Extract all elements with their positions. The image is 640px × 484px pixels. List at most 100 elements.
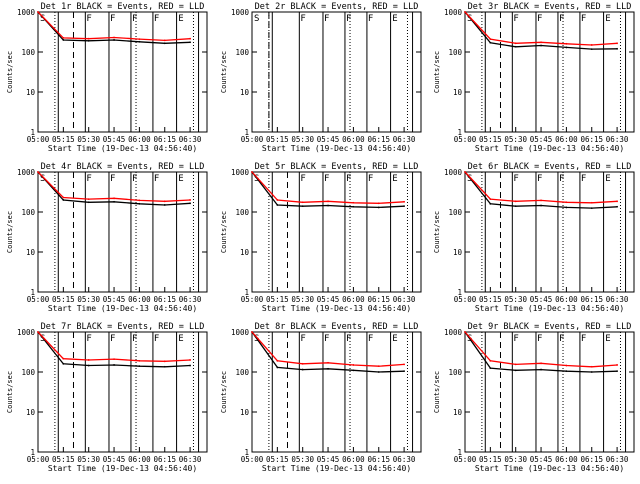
- panel-title: Det 7r BLACK = Events, RED = LLD: [41, 322, 205, 332]
- data-point: [87, 359, 90, 361]
- x-tick-label: 06:00: [555, 295, 578, 304]
- y-tick-label: 1: [30, 128, 35, 137]
- segment-marker-f: F: [513, 14, 518, 24]
- x-tick-label: 05:30: [77, 135, 100, 144]
- y-tick-label: 1000: [444, 168, 463, 177]
- x-tick-label: 06:15: [153, 455, 176, 464]
- panel-det-8: Det 8r BLACK = Events, RED = LLD Counts/s…: [220, 322, 422, 473]
- segment-marker-f: F: [368, 334, 373, 344]
- segment-marker-f: F: [513, 174, 518, 184]
- data-point: [590, 201, 593, 204]
- segment-marker-f: F: [132, 174, 137, 184]
- x-tick-label: 05:30: [504, 455, 527, 464]
- data-point: [138, 202, 141, 205]
- plot-frame: [464, 331, 635, 453]
- segment-marker-f: F: [513, 334, 518, 344]
- x-tick-label: 05:45: [530, 455, 553, 464]
- x-tick-label: 06:15: [580, 295, 603, 304]
- data-point: [62, 362, 65, 365]
- data-point: [352, 205, 355, 208]
- data-point: [301, 201, 304, 204]
- x-tick-label: 05:45: [317, 135, 340, 144]
- segment-marker-f: F: [324, 14, 329, 24]
- data-point: [377, 365, 380, 368]
- data-point: [540, 199, 542, 202]
- data-point: [113, 358, 115, 361]
- data-point: [276, 366, 279, 369]
- segment-marker-f: F: [110, 14, 115, 24]
- y-tick-label: 1000: [231, 8, 250, 17]
- data-point: [590, 365, 593, 368]
- data-point: [464, 331, 466, 333]
- x-tick-label: 06:30: [606, 295, 629, 304]
- plot-frame: [251, 11, 422, 133]
- panel-title: Det 2r BLACK = Events, RED = LLD: [255, 2, 419, 12]
- data-point: [464, 11, 466, 13]
- y-axis-label: Counts/sec: [433, 51, 441, 93]
- x-tick-label: 05:30: [291, 295, 314, 304]
- segment-marker-f: F: [537, 174, 542, 184]
- y-axis-label: Counts/sec: [6, 371, 14, 413]
- x-tick-label: 05:00: [27, 135, 50, 144]
- x-tick-label: 05:30: [291, 455, 314, 464]
- x-tick-label: 05:00: [454, 455, 477, 464]
- data-point: [138, 365, 141, 368]
- x-tick-label: 05:45: [530, 295, 553, 304]
- plot-frame: [37, 331, 208, 453]
- data-point: [616, 42, 618, 45]
- panel-det-9: Det 9r BLACK = Events, RED = LLD Counts/s…: [433, 322, 635, 473]
- data-point: [352, 364, 355, 366]
- y-tick-label: 1000: [231, 328, 250, 337]
- data-point: [616, 370, 618, 373]
- y-tick-label: 1000: [231, 168, 250, 177]
- data-point: [616, 364, 618, 366]
- x-tick-label: 05:00: [27, 455, 50, 464]
- y-tick-label: 1000: [444, 328, 463, 337]
- data-point: [514, 200, 517, 203]
- data-point: [327, 200, 329, 203]
- data-point: [62, 199, 65, 201]
- y-tick-label: 10: [26, 408, 36, 417]
- panel-det-3: Det 3r BLACK = Events, RED = LLD Counts/s…: [433, 2, 635, 153]
- data-point: [163, 360, 166, 363]
- y-tick-label: 1000: [444, 8, 463, 17]
- y-tick-label: 10: [240, 88, 250, 97]
- data-point: [590, 44, 593, 46]
- segment-marker-f: F: [559, 14, 564, 24]
- panel-det-7: Det 7r BLACK = Events, RED = LLD Counts/s…: [6, 322, 208, 473]
- segment-marker-f: F: [559, 174, 564, 184]
- y-tick-label: 1000: [17, 8, 36, 17]
- data-point: [189, 359, 192, 361]
- segment-marker-f: F: [581, 174, 586, 184]
- x-tick-label: 06:15: [580, 455, 603, 464]
- x-tick-label: 06:15: [367, 295, 390, 304]
- data-point: [489, 367, 492, 370]
- plot-frame: [37, 11, 208, 133]
- data-point: [327, 204, 329, 207]
- y-tick-label: 100: [448, 48, 462, 57]
- data-point: [163, 365, 166, 368]
- data-point: [251, 171, 253, 173]
- segment-marker-f: F: [368, 14, 373, 24]
- y-tick-label: 100: [21, 48, 35, 57]
- data-point: [565, 364, 568, 367]
- plot-frame: [251, 171, 422, 293]
- x-tick-label: 05:00: [27, 295, 50, 304]
- y-tick-label: 100: [235, 48, 249, 57]
- segment-marker-f: F: [154, 14, 159, 24]
- x-tick-label: 05:45: [103, 135, 126, 144]
- y-tick-label: 100: [448, 208, 462, 217]
- data-point: [616, 200, 618, 203]
- segment-marker-f: F: [346, 334, 351, 344]
- data-point: [540, 41, 542, 44]
- segment-marker-e: E: [392, 174, 397, 184]
- x-tick-label: 06:00: [342, 295, 365, 304]
- data-point: [489, 198, 492, 201]
- data-point: [163, 39, 166, 42]
- segment-marker-f: F: [300, 174, 305, 184]
- segment-marker-e: E: [605, 14, 610, 24]
- y-tick-label: 100: [235, 208, 249, 217]
- data-point: [163, 204, 166, 206]
